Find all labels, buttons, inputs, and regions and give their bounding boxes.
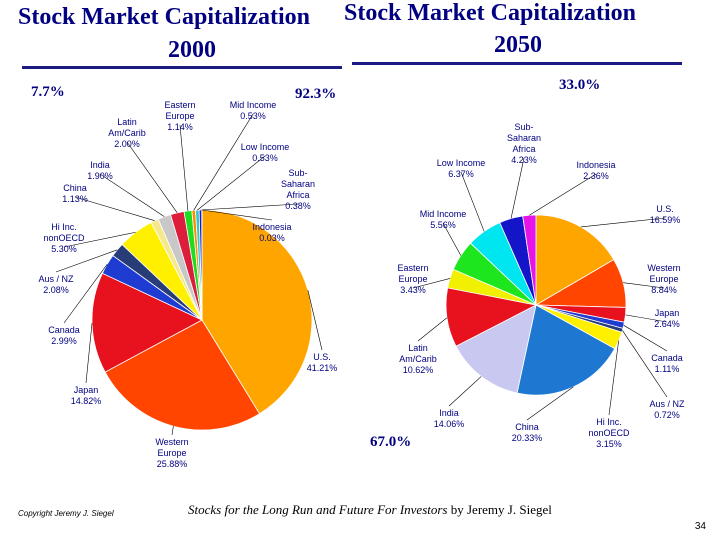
right-chart-title: Stock Market Capitalization (344, 0, 636, 26)
right-label-latin-am-carib: Latin Am/Carib 10.62% (399, 343, 437, 375)
left-label-latin-am-carib: Latin Am/Carib 2.00% (108, 117, 146, 149)
right-label-western-europe: Western Europe 8.84% (647, 263, 680, 295)
left-leader-india (99, 173, 165, 217)
left-slice-western-europe (104, 319, 261, 431)
left-leader-sub-saharan-africa (200, 203, 299, 211)
book-citation: Stocks for the Long Run and Future For I… (188, 502, 552, 518)
left-pct-right: 92.3% (295, 86, 337, 102)
right-leader-eastern-europe (412, 278, 451, 289)
right-title-underline (352, 62, 682, 65)
right-leader-china (526, 386, 574, 421)
right-leader-hi-inc-nonoecd (608, 340, 619, 416)
right-leader-canada (623, 325, 668, 352)
right-leader-indonesia (529, 173, 597, 216)
left-leader-u-s (307, 290, 323, 351)
left-label-indonesia: Indonesia 0.03% (252, 222, 291, 243)
left-leader-western-europe (171, 426, 174, 436)
left-leader-low-income (197, 155, 266, 211)
right-leader-japan (625, 314, 668, 323)
right-label-china: China 20.33% (512, 422, 543, 443)
left-label-india: India 1.90% (87, 160, 113, 181)
right-label-sub-saharan-africa: Sub-Saharan Africa 4.23% (507, 122, 541, 165)
right-chart-year: 2050 (494, 32, 542, 58)
right-leader-sub-saharan-africa (510, 157, 525, 219)
right-label-u-s: U.S. 16.59% (650, 204, 681, 225)
left-leader-hi-inc-nonoecd (63, 231, 136, 248)
left-leader-china (74, 196, 155, 221)
right-label-japan: Japan 2.64% (654, 308, 680, 329)
right-leader-western-europe (623, 282, 665, 289)
copyright-text: Copyright Jeremy J. Siegel (18, 509, 114, 518)
left-label-low-income: Low Income 0.53% (241, 142, 290, 163)
left-label-u-s: U.S. 41.21% (307, 352, 338, 373)
left-chart-title: Stock Market Capitalization (18, 4, 310, 30)
left-label-eastern-europe: Eastern Europe 1.14% (164, 100, 195, 132)
left-leader-canada (63, 263, 108, 324)
book-title: Stocks for the Long Run and Future For I… (188, 502, 448, 517)
right-label-indonesia: Indonesia 2.36% (576, 160, 615, 181)
right-label-low-income: Low Income 6.37% (437, 158, 486, 179)
book-author: by Jeremy J. Siegel (447, 502, 552, 517)
left-pct-top: 7.7% (31, 84, 65, 100)
left-label-china: China 1.13% (62, 183, 88, 204)
right-label-canada: Canada 1.11% (651, 353, 683, 374)
right-leader-latin-am-carib (417, 317, 448, 342)
right-pct-bottom: 67.0% (370, 434, 412, 450)
left-leader-indonesia (201, 209, 273, 221)
left-label-sub-saharan-africa: Sub-Saharan Africa 0.38% (281, 168, 315, 211)
right-leader-mid-income (442, 222, 462, 256)
left-title-underline (22, 66, 342, 69)
right-leader-aus-nz (622, 330, 668, 398)
left-label-mid-income: Mid Income 0.53% (230, 100, 277, 121)
page-number: 34 (694, 521, 706, 532)
left-label-canada: Canada 2.99% (48, 325, 80, 346)
left-label-japan: Japan 14.82% (71, 385, 102, 406)
left-label-hi-inc-nonoecd: Hi Inc. nonOECD 5.30% (43, 222, 85, 254)
right-leader-low-income (460, 171, 485, 232)
left-leader-mid-income (193, 113, 254, 211)
right-label-eastern-europe: Eastern Europe 3.43% (397, 263, 428, 295)
left-leader-latin-am-carib (126, 141, 178, 213)
left-leader-eastern-europe (179, 124, 189, 211)
right-label-india: India 14.06% (434, 408, 465, 429)
right-slice-u-s (535, 214, 615, 306)
left-label-western-europe: Western Europe 25.88% (155, 437, 188, 469)
right-leader-u-s (580, 217, 666, 228)
right-label-hi-inc-nonoecd: Hi Inc. nonOECD 3.15% (588, 417, 630, 449)
left-leader-aus-nz (55, 249, 118, 273)
right-slice-china (516, 304, 616, 396)
right-label-aus-nz: Aus / NZ 0.72% (649, 399, 685, 420)
right-slice-india (455, 304, 537, 394)
right-label-mid-income: Mid Income 5.56% (420, 209, 467, 230)
right-leader-india (448, 376, 482, 407)
left-chart-year: 2000 (168, 37, 216, 63)
left-label-aus-nz: Aus / NZ 2.08% (38, 274, 74, 295)
left-leader-japan (85, 323, 93, 384)
right-pct-top: 33.0% (559, 77, 601, 93)
